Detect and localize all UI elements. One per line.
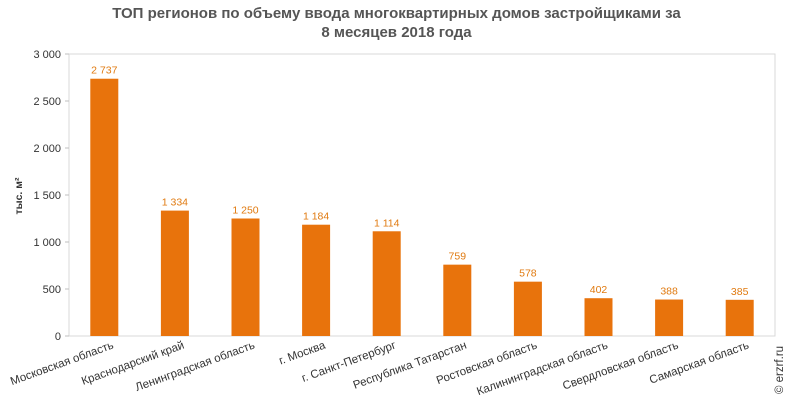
- bar: [372, 231, 401, 336]
- bar: [725, 299, 754, 336]
- y-tick-label: 1 500: [33, 190, 61, 202]
- data-label: 578: [519, 268, 537, 280]
- chart-title-line-2: 8 месяцев 2018 года: [321, 24, 472, 41]
- bar: [231, 218, 260, 336]
- data-label: 1 114: [374, 217, 400, 229]
- category-label: Республика Татарстан: [352, 340, 469, 392]
- y-tick-label: 1 000: [33, 237, 61, 249]
- y-tick-label: 3 000: [33, 49, 61, 61]
- y-tick-label: 500: [43, 284, 61, 296]
- data-label: 388: [660, 286, 678, 298]
- bar: [160, 210, 189, 336]
- data-label: 759: [449, 251, 467, 263]
- category-label: г. Москва: [277, 339, 327, 367]
- bar: [655, 299, 684, 336]
- bar: [513, 281, 542, 336]
- y-axis-label: тыс. м²: [13, 177, 25, 215]
- data-label: 1 250: [232, 205, 258, 217]
- bar: [302, 224, 331, 336]
- bar: [584, 298, 613, 336]
- y-tick-label: 0: [55, 331, 61, 343]
- bar: [443, 264, 472, 336]
- bar: [90, 78, 119, 337]
- data-label: 2 737: [91, 65, 117, 77]
- category-label: Ленинградская область: [134, 340, 257, 394]
- chart-title: ТОП регионов по объему ввода многокварти…: [0, 4, 793, 42]
- data-label: 402: [590, 284, 608, 296]
- y-tick-label: 2 500: [33, 96, 61, 108]
- watermark: © erzrf.ru: [774, 346, 786, 394]
- data-label: 1 184: [303, 211, 329, 223]
- category-label: Свердловская область: [561, 340, 680, 393]
- category-label: Калининградская область: [475, 340, 609, 399]
- data-label: 385: [731, 286, 749, 298]
- chart-title-line-1: ТОП регионов по объему ввода многокварти…: [112, 5, 681, 22]
- y-tick-label: 2 000: [33, 143, 61, 155]
- data-label: 1 334: [162, 197, 188, 209]
